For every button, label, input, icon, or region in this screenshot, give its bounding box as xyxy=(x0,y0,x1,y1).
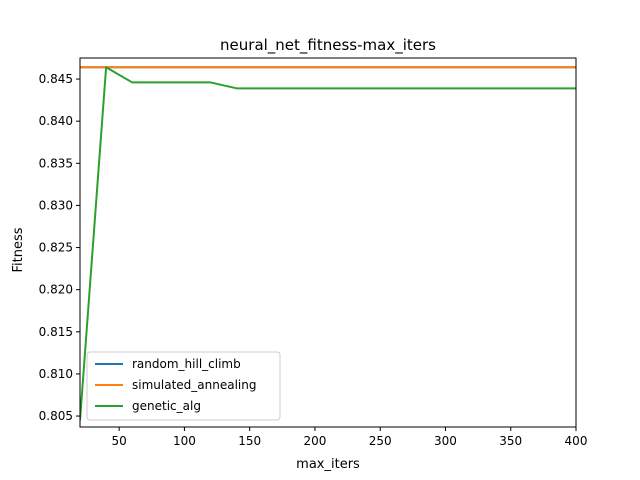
plot-frame xyxy=(79,57,577,428)
x-tick-label: 300 xyxy=(434,434,457,448)
y-tick-label: 0.845 xyxy=(39,72,73,86)
y-tick-label: 0.820 xyxy=(39,283,73,297)
y-tick-label: 0.810 xyxy=(39,367,73,381)
x-tick-label: 350 xyxy=(499,434,522,448)
x-axis-label: max_iters xyxy=(296,457,360,472)
x-tick-label: 400 xyxy=(565,434,588,448)
y-axis-label: Fitness xyxy=(11,227,26,272)
legend-label-simulated_annealing: simulated_annealing xyxy=(132,378,256,392)
y-tick-label: 0.830 xyxy=(39,198,73,212)
x-tick-label: 50 xyxy=(112,434,127,448)
legend-label-random_hill_climb: random_hill_climb xyxy=(132,357,241,371)
x-tick-label: 250 xyxy=(369,434,392,448)
y-tick-label: 0.815 xyxy=(39,325,73,339)
y-tick-label: 0.840 xyxy=(39,114,73,128)
x-tick-label: 150 xyxy=(238,434,261,448)
y-tick-label: 0.835 xyxy=(39,156,73,170)
x-tick-label: 200 xyxy=(303,434,326,448)
x-tick-label: 100 xyxy=(173,434,196,448)
plot-area xyxy=(80,66,576,421)
series-line-genetic_alg xyxy=(80,66,576,421)
y-tick-label: 0.825 xyxy=(39,241,73,255)
legend: random_hill_climb simulated_annealinggene… xyxy=(86,351,281,421)
legend-box xyxy=(86,351,281,421)
chart-title: neural_net_fitness-max_iters xyxy=(220,36,436,55)
y-tick-label: 0.805 xyxy=(39,409,73,423)
axes: 50 100 150 200 250 300 350 400 0.805 0.810 0.815 0.… xyxy=(39,57,588,448)
legend-label-genetic_alg: genetic_alg xyxy=(132,399,201,413)
